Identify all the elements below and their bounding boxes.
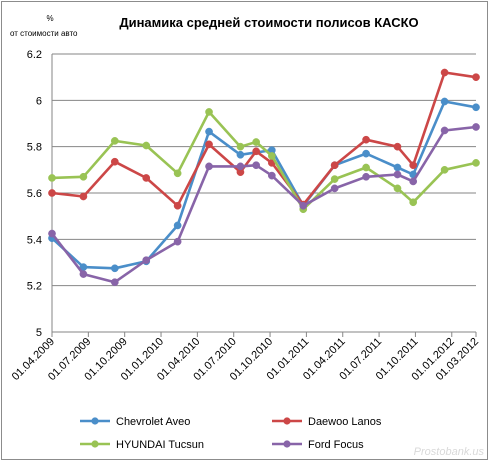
legend-marker-daewoo-lanos: [283, 417, 291, 425]
y-tick-label: 6.2: [27, 49, 42, 61]
data-point-hyundai-tucsun: [236, 142, 245, 151]
data-point-ford-focus: [393, 170, 402, 179]
data-point-hyundai-tucsun: [110, 137, 119, 145]
data-point-chevrolet-aveo: [393, 163, 402, 172]
y-unit-label-top: %: [46, 14, 53, 23]
legend-label-daewoo-lanos: Daewoo Lanos: [308, 416, 382, 428]
data-point-daewoo-lanos: [440, 68, 449, 77]
legend-marker-chevrolet-aveo: [91, 417, 99, 425]
data-point-hyundai-tucsun: [330, 175, 339, 183]
y-tick-label: 5.4: [27, 234, 42, 246]
data-point-daewoo-lanos: [472, 73, 480, 82]
data-point-hyundai-tucsun: [362, 163, 370, 172]
data-point-chevrolet-aveo: [362, 149, 370, 158]
data-point-hyundai-tucsun: [205, 108, 213, 116]
data-point-chevrolet-aveo: [236, 150, 245, 159]
series-line-daewoo-lanos: [51, 71, 477, 207]
data-point-ford-focus: [110, 278, 119, 287]
data-point-ford-focus: [142, 256, 151, 265]
data-point-chevrolet-aveo: [440, 97, 449, 106]
data-point-chevrolet-aveo: [205, 127, 213, 136]
data-point-daewoo-lanos: [409, 161, 418, 170]
data-point-daewoo-lanos: [110, 157, 119, 166]
y-tick-label: 5.8: [27, 142, 42, 154]
chart-title: Динамика средней стоимости полисов КАСКО: [119, 15, 418, 30]
series-line-ford-focus: [50, 125, 477, 284]
y-tick-label: 5.6: [27, 188, 42, 200]
data-point-ford-focus: [409, 177, 418, 186]
watermark: Prostobank.us: [414, 446, 485, 458]
legend-marker-ford-focus: [283, 440, 291, 448]
data-point-hyundai-tucsun: [48, 174, 56, 182]
data-point-ford-focus: [268, 171, 276, 180]
y-tick-label: 5: [36, 327, 42, 339]
data-point-hyundai-tucsun: [79, 172, 88, 181]
data-point-hyundai-tucsun: [409, 198, 418, 207]
legend-marker-hyundai-tucsun: [91, 440, 99, 448]
data-point-ford-focus: [440, 126, 449, 135]
data-point-daewoo-lanos: [173, 201, 182, 210]
data-point-ford-focus: [79, 270, 88, 278]
y-tick-label: 6: [36, 95, 42, 107]
y-tick-label: 5.2: [27, 281, 42, 293]
data-point-daewoo-lanos: [48, 189, 56, 197]
data-point-ford-focus: [330, 184, 339, 193]
data-point-daewoo-lanos: [393, 142, 402, 151]
data-point-daewoo-lanos: [252, 147, 260, 156]
data-point-ford-focus: [48, 229, 56, 238]
data-point-daewoo-lanos: [142, 174, 151, 182]
data-point-ford-focus: [472, 123, 480, 131]
data-point-daewoo-lanos: [330, 161, 339, 170]
data-point-ford-focus: [252, 161, 260, 170]
legend-label-hyundai-tucsun: HYUNDAI Tucsun: [116, 439, 204, 451]
data-point-hyundai-tucsun: [472, 159, 480, 167]
data-point-ford-focus: [299, 201, 308, 210]
data-point-chevrolet-aveo: [110, 264, 119, 273]
data-point-ford-focus: [173, 237, 182, 246]
data-point-daewoo-lanos: [79, 192, 88, 201]
data-point-hyundai-tucsun: [142, 141, 151, 150]
data-point-ford-focus: [205, 162, 213, 171]
data-point-hyundai-tucsun: [268, 152, 276, 160]
data-point-chevrolet-aveo: [173, 221, 182, 230]
data-point-hyundai-tucsun: [440, 165, 449, 174]
data-point-chevrolet-aveo: [472, 103, 480, 112]
y-unit-label-bottom: от стоимости авто: [10, 29, 78, 38]
data-point-hyundai-tucsun: [173, 169, 182, 178]
data-point-daewoo-lanos: [362, 135, 370, 144]
data-point-hyundai-tucsun: [252, 138, 260, 146]
series-line-hyundai-tucsun: [51, 110, 477, 211]
gridlines: [52, 53, 476, 287]
data-point-ford-focus: [362, 172, 370, 181]
legend-label-ford-focus: Ford Focus: [308, 439, 364, 451]
data-point-daewoo-lanos: [205, 140, 213, 149]
data-point-hyundai-tucsun: [393, 184, 402, 193]
legend-label-chevrolet-aveo: Chevrolet Aveo: [116, 416, 190, 428]
data-point-ford-focus: [236, 162, 245, 171]
